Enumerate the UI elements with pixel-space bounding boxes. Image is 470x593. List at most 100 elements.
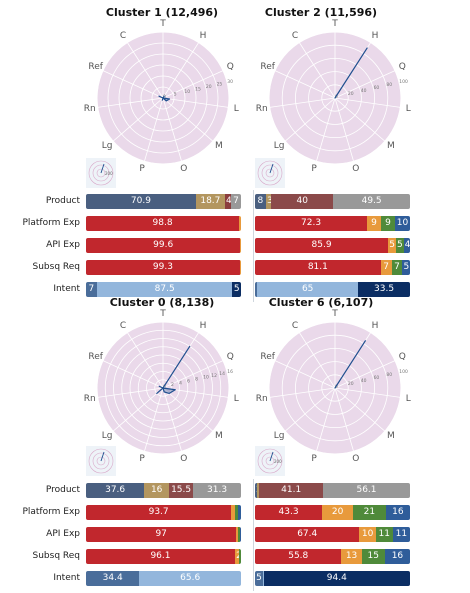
bar-segment-label: 96.1 [150,551,171,561]
bar-segment [255,260,381,275]
radar-inset-series [269,451,274,462]
row-label: Subsq Req [32,262,81,272]
bar-segment-label: 9 [371,218,377,228]
row-label: Platform Exp [22,218,80,228]
radar-inset-ring [261,164,279,182]
bar-segment-label: 5 [256,573,262,583]
stacked-bar: 70.9 18.7 4 7 [86,194,241,209]
bar-segment-label: 99.6 [153,240,174,250]
radar-axis-label: Ref [260,62,275,73]
bar-segment [238,505,241,520]
bar-segment-label: 4 [404,240,410,250]
bar-segment [239,527,241,542]
bar-segment-label: 94.4 [326,573,347,583]
bar-segment [255,194,266,209]
radar-spoke [97,97,164,108]
radar-spoke [316,387,336,452]
radar-inset [86,446,116,476]
bar-segment-label: 49.5 [361,196,382,206]
bar-segment-label: 67.4 [297,529,318,539]
radar-axis-label: Lg [273,141,285,152]
stacked-bar: 72.3 9 9 10 [255,216,410,231]
radar-spoke [162,97,182,162]
radar-axis-label: O [352,454,360,464]
radar-spoke [162,97,214,142]
radar-axis-label: M [215,141,223,152]
radar-tick-label: 6 [187,378,190,384]
bar-segment [235,505,239,520]
bar-segment-label: 15 [367,551,379,561]
stacked-bar: 34.4 65.6 [86,571,241,586]
radar-spoke [284,97,336,142]
radar-tick-label: 60 [374,375,380,381]
bar-segment [255,527,360,542]
radar-tick-label: 20 [206,84,212,90]
stacked-bar: 81.1 7 7 5 [255,260,410,275]
bar-segment-label: 7 [233,196,239,206]
stacked-bar: 55.8 13 15 16 [255,549,410,564]
bar-segment [394,216,410,231]
bar-segment-label: 16 [391,551,404,561]
bar-segment-label: 65 [301,284,314,294]
bar-segment [86,549,235,564]
radar-spoke [334,70,396,99]
radar-tick-label: 80 [386,82,392,88]
bar-segment [255,238,389,253]
stacked-bar: 8 3 40 49.5 [255,194,410,209]
bar-segment [86,505,232,520]
bar-segment-label: 7 [88,284,95,294]
radar-spoke [274,70,336,99]
radar-axis-label: Q [226,62,234,73]
stacked-bar: 99.6 [86,238,241,253]
bar-segment [255,282,258,297]
radar-inset-ring [257,448,283,474]
radar-series [158,95,171,102]
panel-title: Cluster 6 (6,107) [268,296,374,309]
bar-segment [395,238,404,253]
bar-segment [195,194,225,209]
radar-axis-label: T [160,309,166,319]
bar-segment-label: 4 [226,196,232,206]
radar-tick-label: 100 [399,369,408,375]
bar-segment [385,505,410,520]
radar-tick-label: 4 [179,380,182,386]
bar-segment [86,483,145,498]
radar-chart: 0 5 10 15 20 25 30 [96,31,233,165]
bar-segment [255,216,368,231]
bar-segment-label: 2 [235,549,241,564]
radar-axis-label: H [371,30,379,41]
panel-title: Cluster 1 (12,496) [105,6,219,19]
radar-series [156,345,191,395]
radar-tick-label: 12 [211,373,217,379]
radar-spoke [126,332,164,389]
row-label: Product [45,196,80,206]
bar-segment-label: 31.3 [207,485,228,495]
radar-tick-label: 0 [163,94,166,100]
radar-axis-label: Rn [255,103,268,114]
bar-segment-label: 85.9 [311,240,332,250]
bar-segment [271,194,334,209]
radar-axis-label: Ref [88,352,103,363]
stacked-bar: 99.3 [86,260,241,275]
bar-segment-label: 21 [363,507,376,517]
bar-segment [353,505,386,520]
bar-segment [367,216,381,231]
bar-segment [144,483,170,498]
radar-axis-label: M [215,431,223,442]
radar-axis-label: M [387,431,395,442]
bar-segment-label: 87.5 [154,284,175,294]
bar-segment-label: 5 [389,240,395,250]
radar-tick-label: 0 [335,94,338,100]
bar-segment-label: 70.9 [130,196,151,206]
bar-segment [224,194,232,209]
bar-segment [402,260,410,275]
stacked-bar: 98.8 [86,216,241,231]
bar-segment [380,260,392,275]
radar-spoke [284,387,336,432]
radar-axis-label: L [233,103,239,114]
radar-axis-label: T [332,309,338,319]
radar-axis-label: Q [398,62,406,73]
radar-spoke [334,387,386,432]
bar-segment-label: 15.5 [171,485,192,495]
bar-segment-label: 10 [361,529,374,539]
